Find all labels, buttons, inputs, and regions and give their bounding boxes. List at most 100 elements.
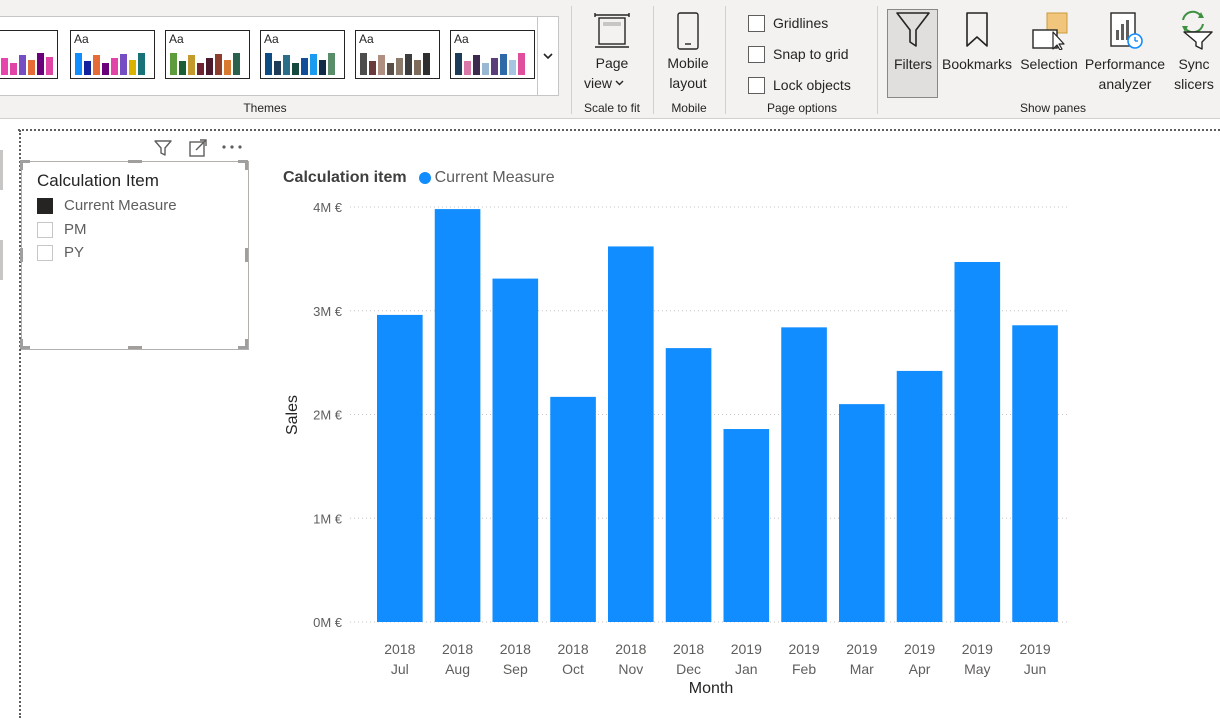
themes-more-button[interactable] — [537, 17, 558, 95]
bar[interactable] — [377, 314, 423, 622]
page-view-icon — [594, 13, 630, 48]
bar[interactable] — [492, 278, 539, 622]
slicer-item-label: Current Measure — [64, 197, 177, 214]
slicer-item-label: PM — [64, 221, 87, 238]
lock-objects-checkbox[interactable]: Lock objects — [748, 74, 851, 96]
x-tick-label-month: Jun — [1024, 661, 1047, 677]
bar[interactable] — [1012, 325, 1058, 622]
legend-series-name: Current Measure — [434, 169, 555, 186]
x-tick-label-month: Jan — [735, 661, 758, 677]
slicer-item-py[interactable]: PY — [37, 244, 84, 261]
slicer-checkbox[interactable] — [37, 244, 53, 261]
theme-swatch[interactable] — [0, 30, 58, 79]
bookmarks-label: Bookmarks — [941, 56, 1013, 72]
slicer-title: Calculation Item — [37, 171, 159, 190]
performance-analyzer-button[interactable]: Performance analyzer — [1083, 10, 1167, 94]
resize-handle[interactable] — [128, 160, 142, 163]
resize-handle[interactable] — [20, 160, 23, 170]
slicer-checkbox[interactable] — [37, 197, 53, 214]
bar[interactable] — [608, 246, 654, 623]
mobile-layout-button[interactable]: Mobile layout — [660, 12, 716, 93]
chevron-down-icon — [543, 53, 553, 60]
bar[interactable] — [954, 261, 1001, 622]
x-tick-label-month: Sep — [503, 661, 528, 677]
snap-to-grid-checkbox[interactable]: Snap to grid — [748, 43, 849, 65]
x-tick-label-year: 2018 — [615, 641, 646, 657]
x-tick-label-month: Aug — [445, 661, 470, 677]
resize-handle[interactable] — [20, 339, 23, 349]
x-tick-label-year: 2019 — [846, 641, 877, 657]
sync-slicers-button[interactable]: Sync slicers — [1168, 10, 1220, 94]
selection-label: Selection — [1020, 56, 1078, 72]
theme-label: Aa — [359, 32, 374, 46]
bar[interactable] — [781, 327, 827, 622]
divider — [725, 6, 726, 114]
performance-icon — [1110, 12, 1143, 49]
selection-pane-button[interactable]: Selection — [1016, 10, 1082, 74]
divider — [877, 6, 878, 114]
filter-icon[interactable] — [153, 138, 173, 158]
calculation-item-slicer[interactable]: Calculation Item Current Measure PM PY — [21, 161, 249, 350]
theme-swatch[interactable]: Aa — [165, 30, 250, 79]
y-tick-label: 4M € — [313, 200, 343, 215]
gridlines-label: Gridlines — [773, 15, 829, 31]
theme-swatch[interactable]: Aa — [450, 30, 535, 79]
x-axis-title: Month — [689, 680, 733, 697]
x-tick-label-year: 2018 — [384, 641, 415, 657]
resize-handle[interactable] — [128, 346, 142, 349]
checkbox[interactable] — [748, 14, 765, 32]
bar[interactable] — [434, 209, 481, 622]
resize-handle[interactable] — [245, 248, 248, 262]
divider — [653, 6, 654, 114]
canvas-ruler-mark — [0, 150, 3, 190]
x-tick-label-month: Dec — [676, 661, 701, 677]
y-tick-label: 2M € — [313, 408, 343, 423]
group-label-themes: Themes — [243, 101, 287, 115]
checkbox[interactable] — [748, 45, 765, 63]
bar[interactable] — [665, 348, 712, 622]
slicer-item-pm[interactable]: PM — [37, 221, 87, 238]
x-tick-label-month: Mar — [850, 661, 874, 677]
resize-handle[interactable] — [20, 346, 30, 349]
ribbon: Aa Aa — [0, 0, 1220, 119]
checkbox[interactable] — [748, 76, 765, 94]
canvas-border — [19, 130, 21, 718]
y-axis-title: Sales — [284, 395, 301, 435]
group-label-mobile: Mobile — [671, 101, 707, 115]
y-tick-label: 3M € — [313, 304, 343, 319]
bar[interactable] — [723, 429, 770, 622]
bar[interactable] — [550, 396, 596, 622]
resize-handle[interactable] — [238, 160, 248, 163]
y-tick-label: 1M € — [313, 511, 343, 526]
slicer-checkbox[interactable] — [37, 221, 53, 238]
more-options-icon[interactable] — [221, 138, 243, 158]
theme-swatch[interactable]: Aa — [70, 30, 155, 79]
focus-mode-icon[interactable] — [188, 138, 208, 158]
x-tick-label-year: 2019 — [788, 641, 819, 657]
page-view-button[interactable]: Page view — [584, 12, 640, 93]
resize-handle[interactable] — [245, 160, 248, 170]
bar[interactable] — [896, 370, 943, 622]
filter-icon — [896, 12, 930, 47]
resize-handle[interactable] — [245, 339, 248, 349]
snap-to-grid-label: Snap to grid — [773, 46, 849, 62]
filters-pane-active-bg — [887, 9, 938, 98]
resize-handle[interactable] — [20, 248, 23, 262]
x-tick-label-year: 2019 — [1019, 641, 1050, 657]
sales-bar-chart[interactable]: 0M € 1M € 2M € 3M € 4M € 2018 Jul 2018 Aug 2018 Se… — [270, 160, 1080, 705]
mobile-layout-label-2: layout — [669, 75, 707, 91]
slicer-item-current-measure[interactable]: Current Measure — [37, 197, 177, 214]
filters-pane-button[interactable]: Filters — [887, 10, 939, 74]
theme-swatch[interactable]: Aa — [260, 30, 345, 79]
chevron-down-icon — [615, 80, 624, 86]
themes-gallery: Aa Aa — [0, 16, 559, 96]
bookmark-icon — [966, 12, 988, 47]
performance-label-2: analyzer — [1098, 76, 1152, 92]
bookmarks-pane-button[interactable]: Bookmarks — [940, 10, 1014, 74]
mobile-icon — [677, 12, 699, 50]
theme-swatch[interactable]: Aa — [355, 30, 440, 79]
resize-handle[interactable] — [20, 160, 30, 163]
bar[interactable] — [839, 404, 885, 622]
gridlines-checkbox[interactable]: Gridlines — [748, 12, 828, 34]
resize-handle[interactable] — [238, 346, 248, 349]
